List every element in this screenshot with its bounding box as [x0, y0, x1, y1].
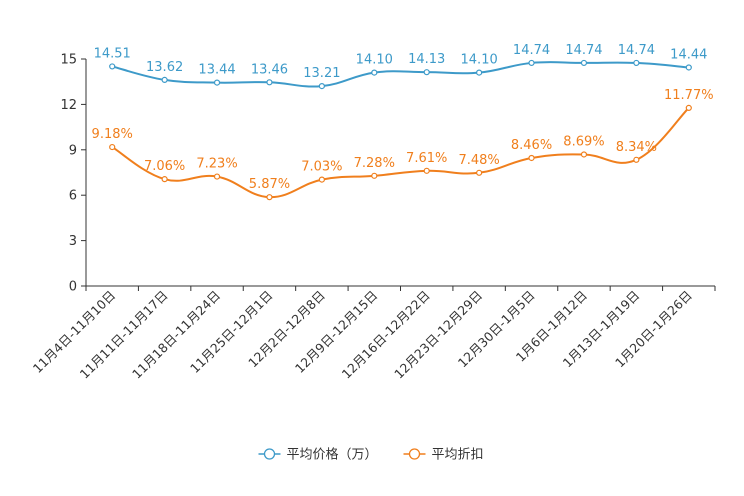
legend-item-1[interactable]: 平均价格（万） [258, 447, 378, 463]
series-1: 14.51 13.62 13.44 13.46 13.21 14.10 14.13 14.10… [94, 43, 707, 90]
series-2: 9.18% 7.06% 7.23% 5.87% 7.03% 7.28% 7.61% 7.48%… [92, 88, 714, 201]
data-point[interactable] [528, 59, 535, 67]
data-label: 14.74 [513, 43, 550, 58]
y-tick-label: 12 [60, 98, 77, 113]
y-tick-label: 6 [69, 189, 77, 204]
data-label: 14.10 [461, 53, 498, 68]
legend[interactable]: 平均价格（万） 平均折扣 [258, 447, 484, 463]
series-layer: 14.51 13.62 13.44 13.46 13.21 14.10 14.13 14.10… [92, 43, 714, 201]
data-point[interactable] [109, 143, 116, 151]
data-point[interactable] [266, 79, 273, 86]
y-tick-label: 15 [60, 53, 77, 68]
y-tick-label: 0 [69, 280, 77, 295]
data-point[interactable] [318, 176, 325, 183]
x-category-label: 11月11日-11月17日 [77, 288, 171, 382]
data-point[interactable] [318, 82, 325, 90]
data-label: 14.13 [408, 52, 445, 67]
data-point[interactable] [633, 156, 640, 163]
data-point[interactable] [161, 176, 168, 183]
data-point[interactable] [109, 63, 116, 70]
legend-item-2[interactable]: 平均折扣 [403, 448, 484, 463]
x-axis: 11月4日-11月10日11月11日-11月17日11月18日-11月24日11… [30, 285, 716, 382]
data-point[interactable] [371, 172, 378, 179]
data-point[interactable] [423, 167, 430, 174]
data-label: 13.62 [146, 60, 183, 75]
data-label: 13.21 [303, 66, 340, 81]
data-label: 13.44 [198, 63, 235, 78]
x-category-label: 11月18日-11月24日 [129, 288, 223, 382]
data-point[interactable] [476, 69, 483, 76]
data-label: 7.03% [301, 160, 342, 175]
data-label: 9.18% [92, 127, 133, 142]
series-line [111, 107, 690, 199]
data-label: 14.74 [565, 43, 602, 58]
data-point[interactable] [580, 59, 588, 67]
series-line [111, 61, 689, 88]
data-point[interactable] [580, 151, 588, 158]
data-point[interactable] [633, 59, 640, 67]
data-point[interactable] [266, 194, 273, 201]
data-label: 13.46 [251, 62, 288, 77]
data-label: 8.69% [563, 134, 604, 149]
data-label: 7.28% [354, 156, 395, 171]
legend-marker-icon [263, 448, 276, 460]
data-label: 14.44 [670, 47, 707, 62]
data-label: 14.51 [94, 46, 131, 61]
y-tick-label: 3 [69, 234, 77, 249]
data-point[interactable] [213, 173, 221, 180]
legend-marker-icon [408, 448, 421, 460]
data-label: 14.74 [618, 43, 655, 58]
data-point[interactable] [161, 76, 168, 83]
data-label: 11.77% [664, 88, 714, 103]
y-axis-ticks: 0 3 6 9 12 15 [60, 53, 87, 295]
data-label: 7.23% [196, 157, 237, 172]
x-category-label: 12月23日-12月29日 [391, 288, 485, 382]
data-label: 7.06% [144, 159, 185, 174]
data-point[interactable] [476, 169, 483, 176]
data-point[interactable] [371, 69, 378, 76]
legend-label: 平均价格（万） [287, 447, 378, 463]
data-label: 7.48% [458, 153, 499, 168]
data-point[interactable] [528, 154, 535, 162]
data-label: 8.46% [511, 138, 552, 153]
y-tick-label: 9 [69, 143, 77, 158]
data-label: 7.61% [406, 151, 447, 166]
legend-label: 平均折扣 [432, 448, 484, 463]
data-point[interactable] [213, 79, 221, 86]
data-label: 8.34% [616, 140, 657, 155]
data-label: 5.87% [249, 177, 290, 192]
data-label: 14.10 [356, 53, 393, 68]
data-point[interactable] [423, 69, 430, 76]
x-category-label: 12月16日-12月22日 [339, 288, 433, 382]
data-point[interactable] [685, 104, 692, 111]
data-point[interactable] [685, 64, 692, 71]
